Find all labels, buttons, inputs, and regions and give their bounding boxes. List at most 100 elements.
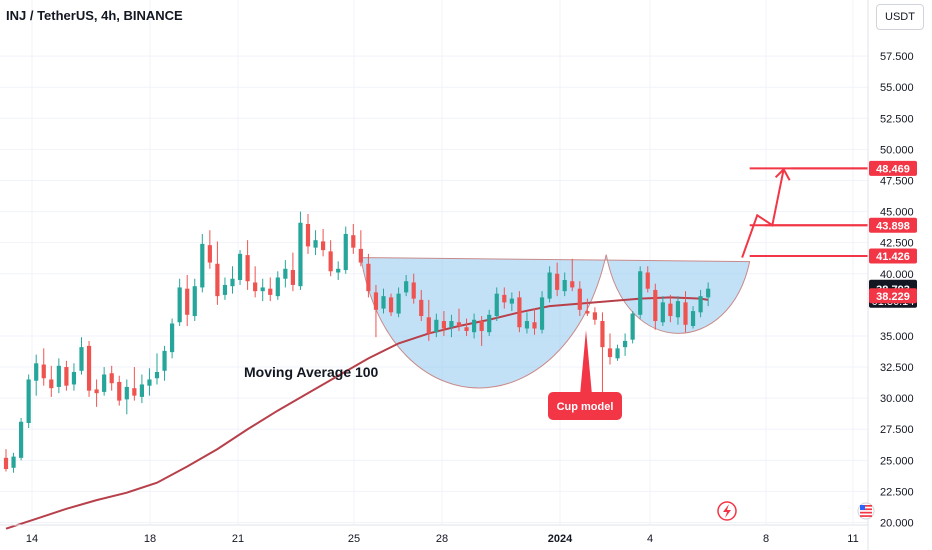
y-tick-label: 40.000 — [880, 269, 914, 281]
candle-body — [419, 299, 424, 317]
candle-body — [185, 288, 190, 315]
flag-stripe — [860, 511, 872, 514]
candle — [623, 333, 628, 356]
candle — [592, 307, 597, 325]
candle-body — [11, 456, 16, 468]
candle-body — [509, 298, 514, 304]
candle — [298, 211, 303, 290]
candle-body — [449, 321, 454, 328]
price-tag-label: 43.898 — [876, 220, 910, 232]
candle — [19, 418, 24, 461]
candle-body — [555, 273, 560, 290]
lightning-icon[interactable] — [717, 501, 737, 521]
candle — [562, 272, 567, 297]
candle-body — [517, 297, 522, 328]
candle — [615, 344, 620, 361]
price-tag-label: 48.469 — [876, 163, 910, 175]
candle — [456, 308, 462, 331]
candle-body — [683, 302, 688, 325]
candle — [683, 291, 688, 333]
candle — [139, 374, 144, 404]
candle-body — [275, 277, 280, 297]
us-flag-icon[interactable] — [857, 502, 875, 520]
callout-box — [548, 392, 622, 420]
candle — [109, 365, 114, 391]
candle — [411, 273, 416, 304]
candle-body — [56, 365, 61, 387]
candle-body — [615, 348, 620, 359]
candle-body — [200, 243, 205, 288]
candles — [3, 211, 711, 473]
candle-body — [215, 263, 220, 297]
candle — [464, 318, 469, 336]
lightning-icon-glyph — [723, 504, 731, 518]
candle-body — [675, 301, 681, 318]
x-tick-label: 25 — [348, 533, 360, 545]
flag-canton — [860, 505, 865, 510]
x-tick-label: 4 — [647, 533, 653, 545]
candle-body — [562, 279, 567, 292]
candle — [313, 230, 318, 256]
candle — [154, 353, 160, 385]
candle — [56, 358, 61, 394]
candle-body — [373, 292, 379, 310]
candle — [64, 360, 69, 391]
currency-button[interactable]: USDT — [876, 4, 924, 30]
candle-body — [524, 321, 530, 329]
y-tick-label: 32.500 — [880, 362, 914, 374]
price-tag — [869, 160, 917, 176]
x-tick-label: 14 — [26, 533, 38, 545]
candle — [124, 379, 129, 415]
candle-body — [124, 386, 129, 400]
candle — [585, 298, 590, 317]
candle — [41, 348, 46, 386]
candle-body — [305, 224, 311, 247]
candle-body — [638, 271, 643, 315]
candle-body — [668, 303, 673, 317]
cup-pattern — [360, 254, 751, 389]
candle-body — [351, 235, 356, 248]
candle-body — [585, 311, 590, 314]
candle — [532, 308, 537, 335]
y-tick-label: 30.000 — [880, 393, 914, 405]
candle-body — [64, 367, 69, 386]
candle — [404, 275, 409, 297]
candle — [600, 312, 605, 406]
price-tag — [869, 248, 917, 264]
candle-body — [464, 327, 469, 331]
candle — [638, 266, 643, 319]
candle — [260, 278, 265, 302]
candle — [245, 240, 250, 290]
candle-body — [600, 321, 605, 348]
y-tick-label: 50.000 — [880, 144, 914, 156]
candle-body — [411, 282, 416, 299]
candle-body — [260, 287, 265, 292]
candle-body — [570, 281, 575, 288]
y-tick-label: 20.000 — [880, 518, 914, 530]
candle-body — [71, 372, 77, 385]
candle-body — [494, 293, 499, 317]
candle — [86, 340, 92, 397]
candle-body — [532, 322, 537, 329]
candle — [94, 379, 99, 407]
candle-body — [19, 421, 24, 458]
candle-body — [336, 268, 341, 273]
candle-body — [109, 373, 114, 384]
x-tick-label: 8 — [763, 533, 769, 545]
candle-body — [3, 457, 9, 470]
candle-body — [245, 255, 250, 282]
candle — [547, 266, 552, 303]
candle — [494, 287, 499, 322]
candle-body — [26, 379, 31, 424]
candle — [230, 266, 235, 294]
candle-body — [147, 379, 152, 386]
candle-body — [404, 281, 409, 293]
candle — [472, 313, 477, 339]
candle — [426, 299, 431, 341]
candle — [388, 293, 394, 317]
candle — [117, 375, 122, 406]
candle-body — [102, 374, 107, 392]
